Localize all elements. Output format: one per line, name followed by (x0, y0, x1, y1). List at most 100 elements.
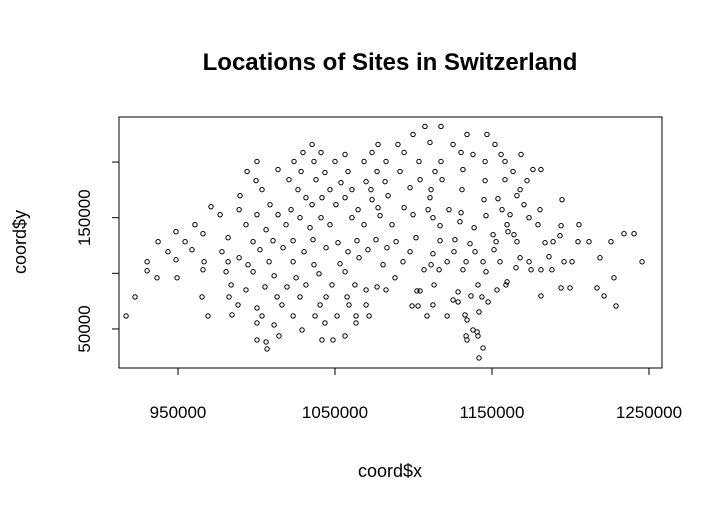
point (438, 123, 444, 130)
point (254, 337, 260, 343)
point (254, 320, 260, 326)
point (537, 206, 543, 213)
point (274, 294, 280, 300)
point (173, 257, 179, 263)
point (199, 294, 205, 300)
point (514, 192, 520, 199)
point (338, 179, 344, 186)
point (165, 249, 171, 255)
point (503, 282, 509, 288)
point (409, 303, 415, 309)
point (430, 214, 436, 221)
point (439, 176, 445, 183)
point (243, 287, 249, 293)
point (427, 194, 433, 201)
point (491, 247, 497, 253)
point (155, 239, 161, 245)
point (415, 303, 421, 309)
point (322, 320, 328, 326)
point (380, 262, 386, 268)
point (259, 313, 265, 319)
point (601, 293, 607, 299)
point (458, 209, 464, 216)
point (349, 186, 355, 193)
point (392, 275, 398, 281)
point (459, 186, 465, 193)
point (518, 151, 524, 158)
point (275, 211, 281, 218)
point (495, 195, 501, 202)
point (538, 166, 544, 173)
point (311, 158, 317, 165)
point (375, 141, 381, 148)
point (250, 239, 256, 245)
point (259, 186, 265, 193)
point (284, 284, 290, 290)
point (312, 313, 318, 319)
point (383, 158, 389, 165)
point (401, 149, 407, 156)
point (223, 269, 229, 275)
point (330, 337, 336, 343)
point (345, 249, 351, 255)
point (484, 131, 490, 138)
point (458, 149, 464, 156)
point (267, 201, 273, 208)
point (309, 201, 315, 208)
point (472, 249, 478, 255)
point (173, 229, 179, 235)
point (524, 177, 530, 184)
y-tick-label: 50000 (75, 305, 94, 352)
point (416, 158, 422, 165)
point (639, 259, 645, 265)
point (467, 241, 473, 247)
point (374, 168, 380, 175)
point (226, 294, 232, 300)
x-tick-label: 1150000 (460, 403, 525, 422)
point (428, 262, 434, 268)
point (144, 259, 150, 265)
point (307, 225, 313, 231)
point (549, 267, 555, 273)
point (254, 211, 260, 218)
point (189, 247, 195, 253)
point (132, 294, 138, 300)
point (621, 231, 627, 237)
point (237, 192, 243, 199)
point (262, 284, 268, 290)
point (374, 284, 380, 290)
point (452, 237, 458, 243)
point (407, 184, 413, 191)
point (432, 168, 438, 175)
point (363, 302, 369, 308)
point (510, 168, 516, 175)
point (200, 267, 206, 273)
point (451, 249, 457, 255)
point (494, 287, 500, 293)
point (393, 239, 399, 245)
point (356, 255, 362, 261)
point (297, 214, 303, 221)
point (291, 158, 297, 165)
y-tick-label: 150000 (75, 189, 94, 246)
point (422, 123, 428, 130)
point (303, 194, 309, 201)
point (225, 235, 231, 241)
point (464, 317, 470, 323)
point (298, 168, 304, 175)
point (375, 204, 381, 211)
point (594, 285, 600, 291)
point (511, 232, 517, 238)
point (383, 287, 389, 293)
point (355, 206, 361, 213)
point (317, 302, 323, 308)
point (389, 221, 395, 228)
point (311, 262, 317, 268)
point (504, 221, 510, 228)
point (482, 177, 488, 184)
point (542, 240, 548, 246)
x-tick-label: 1250000 (616, 403, 682, 422)
point (253, 177, 259, 184)
point (352, 282, 358, 288)
